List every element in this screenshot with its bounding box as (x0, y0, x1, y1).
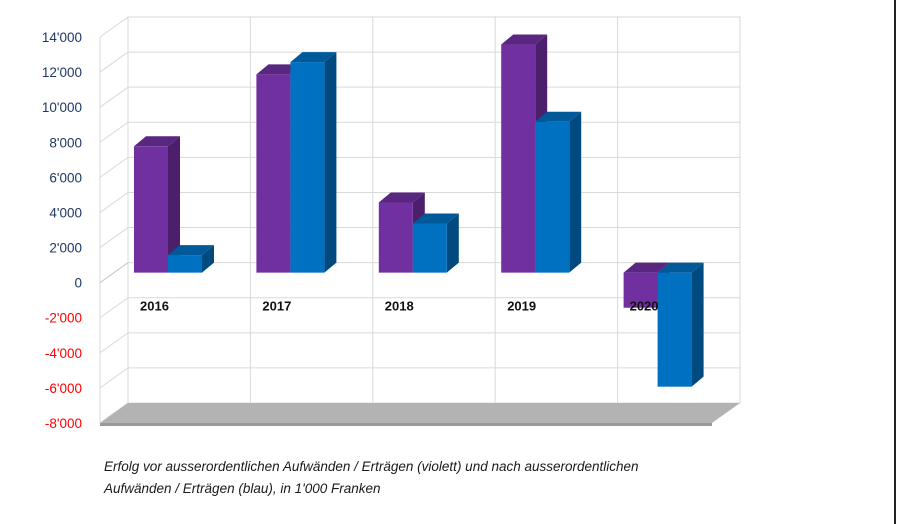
caption-line: Aufwänden / Erträgen (blau), in 1'000 Fr… (104, 481, 381, 496)
y-tick-label: -6'000 (45, 381, 82, 396)
side-gridline (99, 227, 129, 248)
floor-edge (100, 423, 712, 426)
bar-top (134, 136, 180, 147)
caption-line: Erfolg vor ausserordentlichen Aufwänden … (104, 459, 639, 474)
back-wall (127, 16, 741, 404)
bar (623, 272, 658, 308)
side-gridline (99, 367, 129, 389)
bar-side (324, 52, 337, 273)
x-tick-label: 2020 (630, 299, 659, 314)
bar-top (290, 52, 337, 63)
side-gridline (99, 332, 129, 354)
y-tick-label: 0 (74, 276, 82, 291)
window-edge (894, 0, 896, 524)
y-tick-label: 14'000 (42, 30, 82, 45)
bar (290, 62, 325, 273)
x-tick-label: 2017 (262, 299, 291, 314)
y-tick-label: 2'000 (49, 241, 82, 256)
side-gridline (99, 297, 129, 319)
y-tick-label: -2'000 (45, 311, 82, 326)
bar-top (623, 262, 670, 273)
y-tick-label: 12'000 (42, 65, 82, 80)
bar (501, 44, 536, 273)
side-gridline (99, 86, 129, 108)
bar-chart: 14'000 12'000 10'000 8'000 6'000 4'000 2'000 0 -… (42, 16, 741, 431)
y-tick-label: 8'000 (49, 135, 82, 150)
bar-top (657, 262, 704, 273)
x-tick-label: 2016 (140, 299, 169, 314)
bar-side (446, 213, 459, 273)
side-gridline (99, 192, 129, 213)
bar (256, 74, 291, 273)
bar-side (202, 245, 214, 273)
zero-line (99, 262, 129, 284)
side-gridline (99, 156, 129, 178)
bar-top (535, 111, 582, 122)
bar (134, 146, 168, 273)
side-gridline (99, 51, 129, 73)
bar (168, 255, 202, 273)
side-gridline (99, 121, 129, 143)
x-tick-label: 2019 (507, 299, 536, 314)
y-tick-label: -8'000 (45, 416, 82, 431)
y-tick-label: 6'000 (49, 170, 82, 185)
chart-caption: Erfolg vor ausserordentlichen Aufwänden … (104, 456, 804, 500)
x-tick-label: 2018 (385, 299, 414, 314)
bar (378, 202, 413, 273)
bar (657, 272, 692, 387)
bar (535, 121, 570, 273)
bar-top (378, 192, 425, 203)
bar-top (501, 34, 548, 45)
bar-top (412, 213, 459, 224)
bar-top (168, 245, 214, 256)
side-gridline (99, 16, 129, 38)
bar-side (168, 136, 180, 273)
bar (412, 223, 447, 273)
bar-side (569, 111, 582, 273)
y-tick-label: 4'000 (49, 205, 82, 220)
chart-floor (100, 403, 740, 423)
y-tick-label: -4'000 (45, 346, 82, 361)
y-tick-label: 10'000 (42, 100, 82, 115)
bar-side (691, 262, 704, 387)
